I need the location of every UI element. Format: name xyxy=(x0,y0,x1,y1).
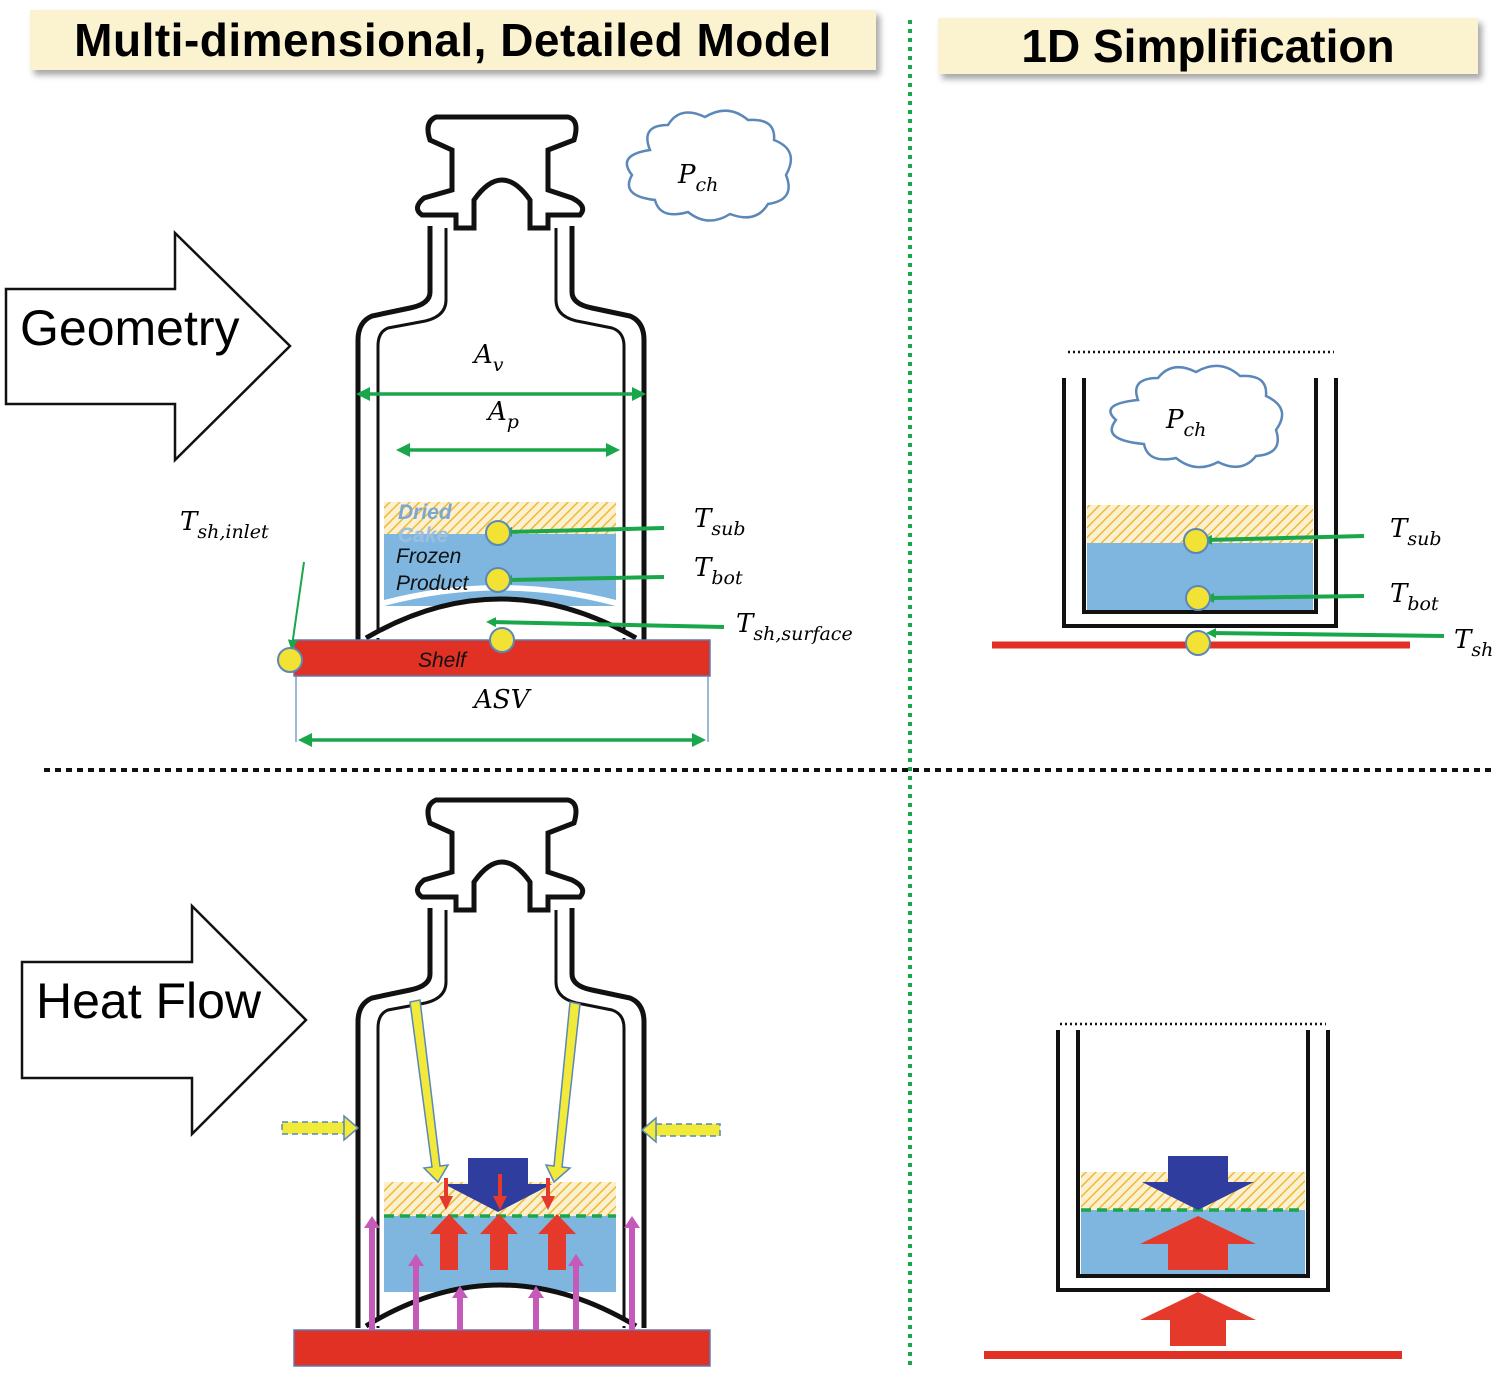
heat-flow-label: Heat Flow xyxy=(36,973,262,1029)
header-detailed-title: Multi-dimensional, Detailed Model xyxy=(74,14,832,66)
pch-cloud-detailed xyxy=(625,109,793,222)
geometry-label: Geometry xyxy=(20,300,240,356)
side-radiation-arrows xyxy=(281,1114,721,1144)
vial-body-heat xyxy=(355,908,647,1328)
pch-label-1d: Pch xyxy=(1165,405,1206,441)
container-outer-1d xyxy=(1062,378,1338,628)
header-1d-title: 1D Simplification xyxy=(1021,20,1395,72)
tsub-label: Tsub xyxy=(694,504,746,540)
vial-body-geometry xyxy=(355,226,647,640)
red-heat-arrow-1d-inside xyxy=(1140,1216,1256,1270)
ap-label: Ap xyxy=(486,397,519,433)
pink-conduction-arrows xyxy=(364,1216,640,1330)
cake-label: Cake xyxy=(398,524,449,547)
tsh-surface-label: Tsh,surface xyxy=(736,609,853,645)
frozen-label: Frozen xyxy=(396,545,461,568)
av-label: Av xyxy=(472,340,504,376)
tsub-sensor-1d xyxy=(1183,528,1209,554)
red-heat-arrow-1d-shelf xyxy=(1140,1292,1256,1346)
tsh-inlet-sensor xyxy=(277,647,303,673)
geometry-arrow xyxy=(4,230,292,463)
tsub-sensor xyxy=(485,520,511,546)
shelf-heat xyxy=(293,1329,711,1367)
header-detailed-model: Multi-dimensional, Detailed Model xyxy=(30,10,876,70)
tsh-surface-sensor xyxy=(489,627,515,653)
tsh-sensor-1d xyxy=(1185,630,1211,656)
red-heat-arrows xyxy=(430,1174,576,1270)
header-1d-simplification: 1D Simplification xyxy=(938,18,1478,74)
tbot-label-1d: Tbot xyxy=(1390,579,1439,615)
container-outer-1d-heat xyxy=(1056,1030,1330,1292)
vial-inner-geometry xyxy=(376,228,626,640)
tsub-label-1d: Tsub xyxy=(1390,514,1442,550)
tbot-sensor-1d xyxy=(1185,585,1211,611)
vial-top-heat xyxy=(415,797,586,913)
radiation-arrows xyxy=(409,999,581,1184)
pch-cloud-1d xyxy=(1109,364,1284,469)
vial-bottom-dome xyxy=(364,596,638,641)
pch-label-detailed: Pch xyxy=(677,160,718,196)
tsh-label-1d: Tsh xyxy=(1454,625,1493,661)
asv-label: ASV xyxy=(472,685,532,715)
heat-flow-arrow xyxy=(20,902,308,1138)
vial-inner-heat xyxy=(376,910,626,1328)
tbot-label: Tbot xyxy=(694,553,743,589)
shelf-label: Shelf xyxy=(418,649,468,672)
container-inner-1d xyxy=(1082,378,1318,614)
tsh-inlet-label: Tsh,inlet xyxy=(180,507,269,543)
product-label: Product xyxy=(396,572,470,595)
dried-label: Dried xyxy=(398,501,453,524)
container-inner-1d-heat xyxy=(1076,1030,1310,1278)
blue-heat-arrow-1d xyxy=(1142,1156,1254,1210)
vial-top-geometry xyxy=(415,114,586,231)
tbot-sensor xyxy=(485,567,511,593)
